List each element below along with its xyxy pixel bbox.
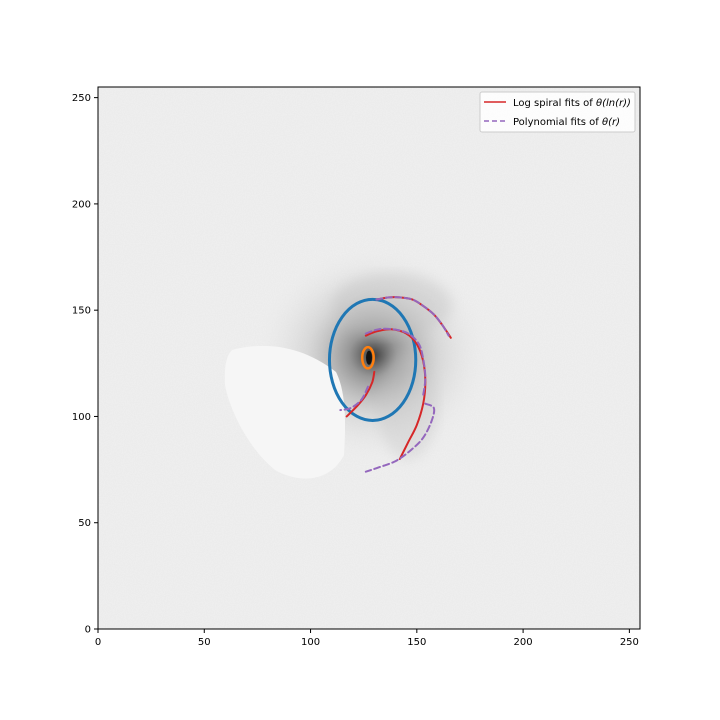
x-tick-label-150: 150	[407, 637, 426, 648]
fit-overlays	[327, 296, 452, 473]
legend-label-log-spiral: Log spiral fits of θ(ln(r))	[513, 98, 631, 109]
x-tick-label-50: 50	[198, 637, 211, 648]
x-tick-label-250: 250	[620, 637, 639, 648]
y-tick-label-150: 150	[72, 306, 91, 317]
y-tick-label-250: 250	[72, 93, 91, 104]
polynomial-fit-3	[375, 296, 450, 337]
ellipse-fit-0	[327, 297, 418, 422]
y-tick-label-50: 50	[78, 518, 91, 529]
y-tick-label-100: 100	[72, 412, 91, 423]
polynomial-fit-6	[339, 385, 369, 412]
polynomial-fit-4	[364, 327, 427, 397]
galaxy-core	[366, 350, 372, 365]
x-tick-label-200: 200	[514, 637, 533, 648]
x-axis: 0 50 100 150 200 250	[95, 629, 639, 648]
legend-box	[479, 91, 636, 133]
legend: Log spiral fits of θ(ln(r)) Polynomial f…	[479, 91, 636, 133]
x-tick-label-0: 0	[95, 637, 101, 648]
x-tick-label-100: 100	[301, 637, 320, 648]
y-axis: 0 50 100 150 200 250	[72, 93, 98, 636]
polynomial-fit-5	[364, 402, 436, 473]
y-tick-label-0: 0	[85, 625, 91, 636]
axes-frame	[97, 86, 641, 630]
ellipse-fit-1	[360, 345, 375, 370]
legend-label-polynomial: Polynomial fits of θ(r)	[513, 117, 620, 128]
log-spiral-fit-2	[345, 370, 376, 418]
y-tick-label-200: 200	[72, 199, 91, 210]
masked-region	[224, 345, 346, 479]
